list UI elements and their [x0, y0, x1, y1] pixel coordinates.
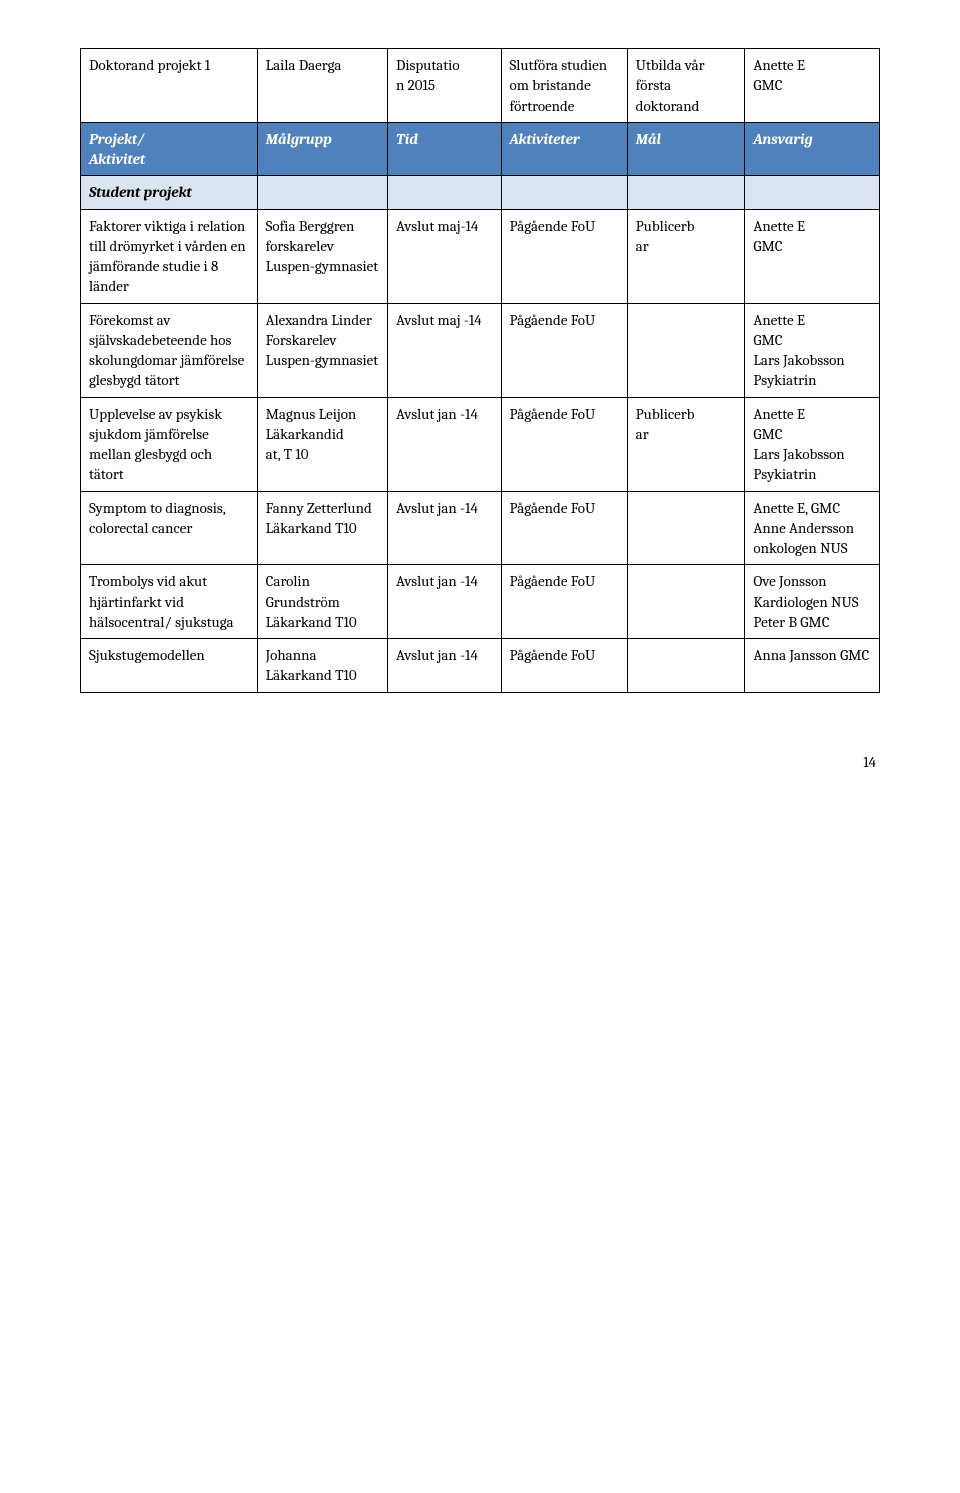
- table-cell: Projekt/Aktivitet: [81, 122, 258, 176]
- table-cell: [257, 176, 387, 209]
- table-cell: [745, 176, 880, 209]
- table-cell: [627, 491, 745, 565]
- table-body: Doktorand projekt 1Laila DaergaDisputati…: [81, 49, 880, 693]
- table-cell: Avslut jan -14: [387, 565, 501, 639]
- table-cell: [501, 176, 627, 209]
- table-cell: Anette EGMC: [745, 49, 880, 123]
- table-cell: Disputation 2015: [387, 49, 501, 123]
- table-cell: Målgrupp: [257, 122, 387, 176]
- table-cell: Student projekt: [81, 176, 258, 209]
- table-cell: Avslut maj -14: [387, 303, 501, 397]
- table-row: Doktorand projekt 1Laila DaergaDisputati…: [81, 49, 880, 123]
- table-cell: Förekomst av självskadebeteende hos skol…: [81, 303, 258, 397]
- table-cell: Tid: [387, 122, 501, 176]
- table-cell: Johanna Läkarkand T10: [257, 639, 387, 693]
- table-cell: Upplevelse av psykisk sjukdom jämförelse…: [81, 397, 258, 491]
- table-cell: Ove Jonsson Kardiologen NUSPeter B GMC: [745, 565, 880, 639]
- table-cell: Pågående FoU: [501, 397, 627, 491]
- table-cell: Symptom to diagnosis, colorectal cancer: [81, 491, 258, 565]
- table-cell: Pågående FoU: [501, 303, 627, 397]
- table-cell: Sofia Berggren forskarelev Luspen-gymnas…: [257, 209, 387, 303]
- table-cell: Avslut maj-14: [387, 209, 501, 303]
- table-cell: Trombolys vid akut hjärtinfarkt vid häls…: [81, 565, 258, 639]
- table-row: SjukstugemodellenJohanna Läkarkand T10Av…: [81, 639, 880, 693]
- table-cell: Anette EGMCLars Jakobsson Psykiatrin: [745, 303, 880, 397]
- table-cell: [627, 176, 745, 209]
- main-table: Doktorand projekt 1Laila DaergaDisputati…: [80, 48, 880, 693]
- table-cell: Pågående FoU: [501, 639, 627, 693]
- table-cell: Anette EGMCLars Jakobsson Psykiatrin: [745, 397, 880, 491]
- table-cell: Sjukstugemodellen: [81, 639, 258, 693]
- table-cell: Faktorer viktiga i relation till drömyrk…: [81, 209, 258, 303]
- table-cell: Pågående FoU: [501, 491, 627, 565]
- table-cell: [387, 176, 501, 209]
- table-cell: Magnus Leijon Läkarkandidat, T 10: [257, 397, 387, 491]
- table-cell: Anette EGMC: [745, 209, 880, 303]
- table-row: Upplevelse av psykisk sjukdom jämförelse…: [81, 397, 880, 491]
- table-cell: Anette E, GMCAnne Andersson onkologen NU…: [745, 491, 880, 565]
- table-row: Förekomst av självskadebeteende hos skol…: [81, 303, 880, 397]
- table-cell: [627, 639, 745, 693]
- table-row: Symptom to diagnosis, colorectal cancerF…: [81, 491, 880, 565]
- table-cell: Pågående FoU: [501, 565, 627, 639]
- table-row: Student projekt: [81, 176, 880, 209]
- table-cell: Utbilda vår första doktorand: [627, 49, 745, 123]
- table-cell: Laila Daerga: [257, 49, 387, 123]
- table-cell: Avslut jan -14: [387, 491, 501, 565]
- table-cell: Slutföra studien om bristande förtroende: [501, 49, 627, 123]
- table-cell: Avslut jan -14: [387, 397, 501, 491]
- table-cell: Aktiviteter: [501, 122, 627, 176]
- table-cell: Publicerbar: [627, 209, 745, 303]
- table-cell: [627, 303, 745, 397]
- table-cell: Fanny Zetterlund Läkarkand T10: [257, 491, 387, 565]
- table-cell: Doktorand projekt 1: [81, 49, 258, 123]
- table-cell: Pågående FoU: [501, 209, 627, 303]
- table-cell: Carolin Grundström Läkarkand T10: [257, 565, 387, 639]
- table-cell: Ansvarig: [745, 122, 880, 176]
- table-row: Projekt/AktivitetMålgruppTidAktiviteterM…: [81, 122, 880, 176]
- table-cell: Anna Jansson GMC: [745, 639, 880, 693]
- table-cell: Mål: [627, 122, 745, 176]
- table-row: Trombolys vid akut hjärtinfarkt vid häls…: [81, 565, 880, 639]
- table-row: Faktorer viktiga i relation till drömyrk…: [81, 209, 880, 303]
- page-number: 14: [80, 753, 880, 771]
- table-cell: Publicerbar: [627, 397, 745, 491]
- table-cell: Avslut jan -14: [387, 639, 501, 693]
- table-cell: Alexandra Linder Forskarelev Luspen-gymn…: [257, 303, 387, 397]
- table-cell: [627, 565, 745, 639]
